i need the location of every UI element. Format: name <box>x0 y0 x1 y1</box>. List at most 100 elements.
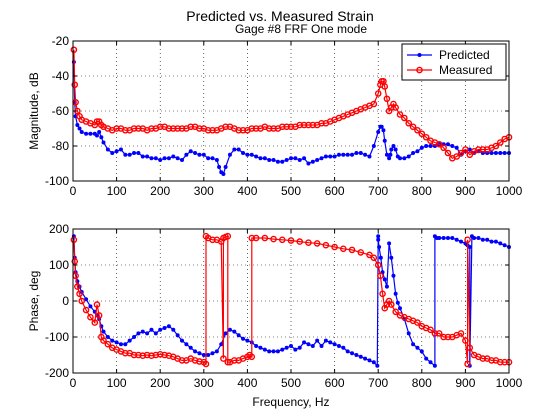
data-point-measured <box>248 125 256 132</box>
data-point-predicted <box>88 304 93 309</box>
data-point-measured <box>405 119 413 127</box>
data-point-measured <box>100 337 107 344</box>
data-point-predicted <box>467 245 472 249</box>
data-point-measured <box>91 319 99 326</box>
data-point-predicted <box>232 147 237 152</box>
data-point-measured <box>178 357 186 364</box>
data-point-predicted <box>387 156 392 161</box>
data-point-predicted <box>184 152 189 157</box>
series-measured <box>70 46 513 162</box>
grid <box>73 229 509 373</box>
data-point-predicted <box>345 349 350 354</box>
data-point-predicted <box>371 144 376 148</box>
data-point-predicted <box>341 152 346 157</box>
data-point-predicted <box>382 138 387 143</box>
data-point-predicted <box>319 156 324 161</box>
data-point-measured <box>462 146 469 153</box>
data-point-predicted <box>310 344 315 348</box>
data-point-predicted <box>136 331 141 336</box>
data-point-predicted <box>379 124 384 129</box>
data-point-predicted <box>153 331 158 336</box>
data-point-predicted <box>502 151 507 155</box>
data-point-measured <box>71 258 79 265</box>
data-point-measured <box>370 254 378 262</box>
data-point-measured <box>148 352 155 360</box>
data-point-predicted <box>158 327 163 332</box>
data-point-predicted <box>395 300 400 305</box>
y-axis-label: Magnitude, dB <box>27 72 41 149</box>
data-point-measured <box>270 235 277 243</box>
data-point-predicted <box>149 327 154 332</box>
data-point-predicted <box>389 255 394 260</box>
data-point-measured <box>104 340 112 348</box>
data-point-measured <box>464 236 471 244</box>
data-point-predicted <box>289 344 293 348</box>
data-point-predicted <box>336 152 341 157</box>
data-point-measured <box>418 130 426 138</box>
data-point-measured <box>464 360 471 368</box>
data-point-predicted <box>289 156 293 161</box>
y-tick-label: -40 <box>52 69 70 83</box>
data-point-predicted <box>180 338 184 343</box>
data-point-measured <box>87 313 94 321</box>
data-point-measured <box>270 125 277 132</box>
data-point-measured <box>224 232 232 240</box>
data-point-predicted <box>377 245 382 249</box>
data-point-measured <box>93 301 101 308</box>
data-point-measured <box>224 358 232 366</box>
data-point-measured <box>95 312 103 319</box>
data-point-predicted <box>114 340 119 345</box>
data-point-predicted <box>393 147 398 152</box>
data-point-predicted <box>493 239 498 244</box>
data-point-predicted <box>371 360 376 365</box>
x-tick-label: 700 <box>368 376 388 390</box>
data-point-measured <box>93 118 101 125</box>
data-point-predicted <box>354 353 359 357</box>
data-point-measured <box>492 142 500 150</box>
data-point-predicted <box>376 237 381 242</box>
data-point-predicted <box>201 152 206 157</box>
data-point-measured <box>202 360 210 368</box>
data-point-measured <box>196 358 203 365</box>
data-point-predicted <box>358 151 363 155</box>
data-point-predicted <box>450 236 455 240</box>
data-point-predicted <box>419 349 424 354</box>
data-point-predicted <box>258 156 263 161</box>
data-point-predicted <box>275 349 280 354</box>
x-tick-label: 300 <box>194 184 214 198</box>
legend-marker <box>417 53 422 57</box>
data-point-measured <box>222 123 229 131</box>
data-point-predicted <box>123 152 128 157</box>
data-point-measured <box>152 351 160 359</box>
data-point-measured <box>130 351 138 359</box>
data-point-measured <box>381 83 389 90</box>
data-point-predicted <box>382 277 387 282</box>
data-point-predicted <box>241 151 246 155</box>
data-point-predicted <box>158 158 163 162</box>
data-point-predicted <box>310 159 315 164</box>
data-point-predicted <box>245 338 250 343</box>
data-point-measured <box>479 355 487 362</box>
data-point-predicted <box>79 130 84 134</box>
data-point-predicted <box>232 329 237 334</box>
x-tick-label: 800 <box>412 184 432 198</box>
y-axis-label: Phase, deg <box>27 271 41 332</box>
data-point-predicted <box>127 152 132 157</box>
data-point-measured <box>435 140 443 148</box>
data-point-predicted <box>223 331 228 336</box>
x-tick-label: 100 <box>107 184 127 198</box>
data-point-predicted <box>94 133 99 138</box>
data-point-predicted <box>245 152 250 157</box>
x-tick-label: 0 <box>70 376 77 390</box>
data-point-measured <box>457 330 465 337</box>
data-point-predicted <box>297 345 302 350</box>
data-point-measured <box>377 272 384 280</box>
data-point-predicted <box>341 345 346 350</box>
data-point-predicted <box>398 306 402 311</box>
data-point-measured <box>78 297 86 305</box>
legend-label: Measured <box>439 63 492 77</box>
data-point-measured <box>209 236 216 244</box>
data-point-predicted <box>306 342 311 347</box>
data-point-predicted <box>406 154 411 159</box>
